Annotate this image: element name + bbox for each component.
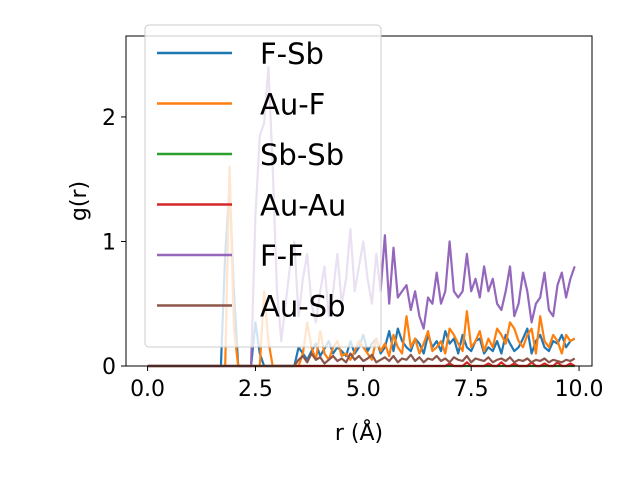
x-tick-label: 0.0: [130, 377, 165, 402]
x-axis: 0.0 2.5 5.0 7.5 10.0: [130, 366, 604, 402]
y-tick-label: 0: [102, 355, 116, 380]
x-tick-label: 7.5: [454, 377, 489, 402]
x-tick-label: 2.5: [238, 377, 273, 402]
x-tick-label: 10.0: [555, 377, 604, 402]
legend-box: [144, 24, 382, 348]
legend: F-Sb Au-F Sb-Sb Au-Au F-F Au-Sb: [144, 24, 382, 348]
y-axis-label: g(r): [67, 181, 92, 221]
x-tick-label: 5.0: [346, 377, 381, 402]
legend-label-3: Au-Au: [260, 189, 346, 223]
legend-label-2: Sb-Sb: [260, 138, 344, 172]
legend-label-0: F-Sb: [260, 37, 324, 71]
legend-label-1: Au-F: [260, 88, 325, 122]
y-axis: 0 1 2: [102, 106, 126, 380]
y-tick-label: 2: [102, 106, 116, 131]
legend-label-5: Au-Sb: [260, 290, 346, 324]
legend-label-4: F-F: [260, 239, 304, 273]
y-tick-label: 1: [102, 230, 116, 255]
x-axis-label: r (Å): [335, 419, 383, 446]
